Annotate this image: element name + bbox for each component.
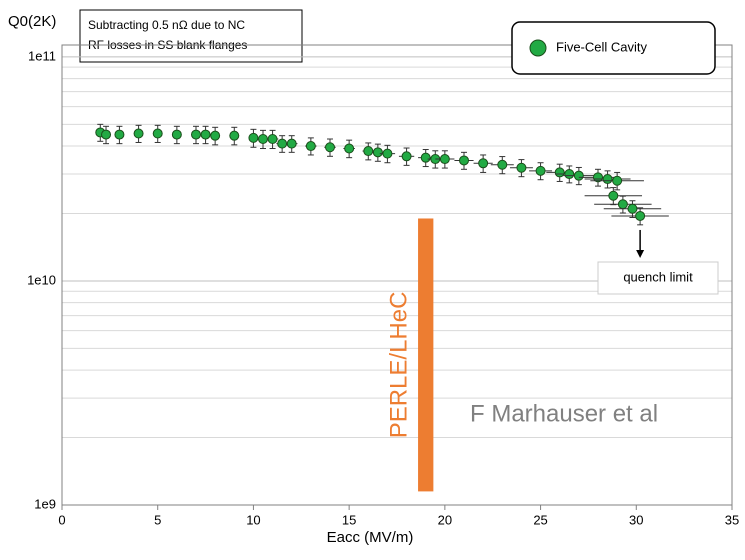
x-tick-label: 15 (342, 512, 356, 527)
point (608, 190, 619, 201)
point (439, 154, 450, 165)
x-tick-label: 5 (154, 512, 161, 527)
point (191, 129, 201, 140)
point (459, 155, 469, 166)
arrow-head (636, 249, 645, 258)
point (305, 141, 316, 152)
point (152, 128, 163, 139)
point (229, 130, 240, 141)
point (401, 151, 412, 162)
x-tick-label: 35 (725, 512, 739, 527)
x-tick-label: 20 (438, 512, 452, 527)
y-tick-label: 1e10 (27, 272, 56, 287)
point (554, 167, 565, 178)
point (372, 147, 383, 158)
point (478, 158, 489, 169)
band-label: PERLE/LHeC (385, 292, 412, 439)
note-box (79, 9, 303, 63)
point (573, 170, 584, 181)
point (382, 148, 393, 159)
point (277, 138, 288, 149)
point (325, 142, 335, 153)
point (617, 199, 628, 210)
point (516, 162, 527, 173)
x-tick-label: 30 (629, 512, 643, 527)
point (248, 132, 259, 143)
point (267, 134, 278, 145)
credit: F Marhauser et al (470, 400, 658, 427)
point (210, 130, 221, 141)
legend-swatch (529, 39, 547, 57)
x-axis-title: Eacc (MV/m) (327, 529, 414, 546)
point (114, 129, 125, 140)
point (535, 165, 546, 176)
point (635, 210, 646, 221)
point (344, 143, 355, 154)
note-line: Subtracting 0.5 nΩ due to NC (88, 18, 245, 32)
point (420, 152, 431, 163)
y-tick-label: 1e11 (28, 48, 56, 63)
legend-label: Five-Cell Cavity (556, 39, 648, 54)
band (418, 218, 434, 492)
point (564, 169, 575, 180)
legend-box (511, 21, 716, 75)
x-tick-label: 10 (246, 512, 260, 527)
point (133, 128, 144, 139)
point (286, 138, 297, 149)
point (200, 129, 211, 140)
point (612, 175, 623, 186)
annotation: quench limit (623, 269, 693, 284)
point (258, 134, 268, 145)
y-axis-title: Q0(2K) (8, 13, 56, 30)
point (602, 174, 613, 185)
annotation-box (597, 261, 719, 295)
point (101, 129, 112, 140)
point (627, 203, 638, 214)
point (593, 172, 603, 183)
x-tick-label: 0 (58, 512, 65, 527)
point (497, 159, 508, 170)
x-tick-label: 25 (533, 512, 547, 527)
y-tick-label: 1e9 (34, 496, 56, 511)
plot-frame (61, 44, 733, 506)
point (171, 129, 182, 140)
point (363, 146, 374, 157)
